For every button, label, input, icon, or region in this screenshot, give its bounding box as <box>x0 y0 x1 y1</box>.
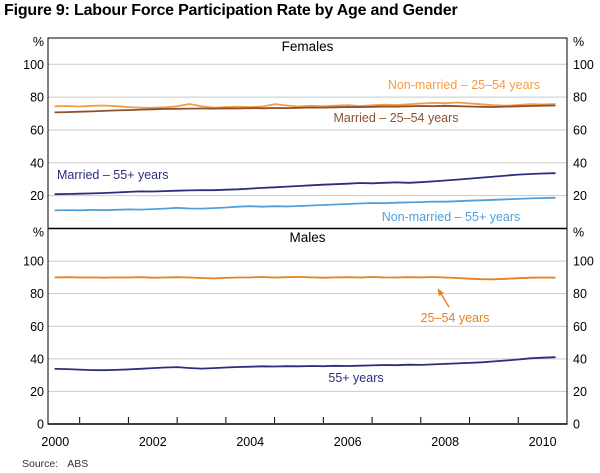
y-tick-label: 100 <box>573 58 594 72</box>
series-line <box>54 172 556 196</box>
x-axis-ticks <box>79 417 519 423</box>
y-tick-label: 0 <box>37 418 44 432</box>
y-tick-label: 60 <box>30 123 44 137</box>
source-note: Source: ABS <box>22 458 88 470</box>
y-tick-label: 0 <box>573 418 580 432</box>
y-tick-label: 40 <box>30 352 44 366</box>
figure-title: Figure 9: Labour Force Participation Rat… <box>4 2 458 19</box>
y-tick-label: 80 <box>30 91 44 105</box>
y-tick-label: 100 <box>23 255 44 269</box>
series-label-married-55plus: Married – 55+ years <box>57 168 169 182</box>
y-tick-label: 40 <box>573 156 587 170</box>
y-axis-unit-left: % <box>33 35 44 49</box>
y-tick-label: 80 <box>573 91 587 105</box>
y-tick-label: 20 <box>573 189 587 203</box>
y-axis-labels-females: 20 20 40 40 60 60 80 80 100 100 <box>23 58 594 203</box>
series-label-nonmarried-25-54: Non-married – 25–54 years <box>387 78 540 92</box>
series-males <box>54 275 556 372</box>
y-tick-label: 20 <box>30 189 44 203</box>
series-label-nonmarried-55plus: Non-married – 55+ years <box>381 210 521 224</box>
series-line <box>54 104 556 114</box>
series-line <box>54 196 556 212</box>
annotation-arrow <box>437 288 450 308</box>
source-label: Source: <box>22 458 59 470</box>
y-tick-label: 20 <box>30 385 44 399</box>
x-tick-label: 2004 <box>236 435 264 449</box>
y-tick-label: 60 <box>573 123 587 137</box>
series-label-married-25-54: Married – 25–54 years <box>333 111 459 125</box>
y-tick-label: 40 <box>573 352 587 366</box>
series-females <box>54 101 556 212</box>
y-tick-label: 60 <box>573 320 587 334</box>
gridlines-females <box>48 63 567 197</box>
y-tick-label: 80 <box>30 287 44 301</box>
series-line <box>54 356 556 372</box>
x-tick-label: 2006 <box>334 435 362 449</box>
y-tick-label: 20 <box>573 385 587 399</box>
series-label-males-25-54: 25–54 years <box>420 311 490 325</box>
panel-title-females: Females <box>281 39 334 54</box>
y-tick-label: 40 <box>30 156 44 170</box>
source-value: ABS <box>67 458 89 470</box>
series-line <box>54 101 556 109</box>
y-tick-label: 80 <box>573 287 587 301</box>
series-line <box>54 275 556 281</box>
y-axis-unit-left: % <box>33 226 44 240</box>
x-tick-label: 2002 <box>139 435 167 449</box>
y-axis-labels-males: 0 0 20 20 40 40 60 60 80 80 100 100 <box>23 255 594 432</box>
x-tick-label: 2000 <box>41 435 69 449</box>
series-label-males-55plus: 55+ years <box>328 371 384 385</box>
y-tick-label: 60 <box>30 320 44 334</box>
panel-title-males: Males <box>289 230 326 245</box>
y-axis-unit-right: % <box>573 35 584 49</box>
y-axis-unit-right: % <box>573 226 584 240</box>
x-tick-label: 2008 <box>431 435 459 449</box>
gridlines-males <box>48 260 567 392</box>
y-tick-label: 100 <box>573 255 594 269</box>
y-tick-label: 100 <box>23 58 44 72</box>
x-tick-label: 2010 <box>529 435 557 449</box>
